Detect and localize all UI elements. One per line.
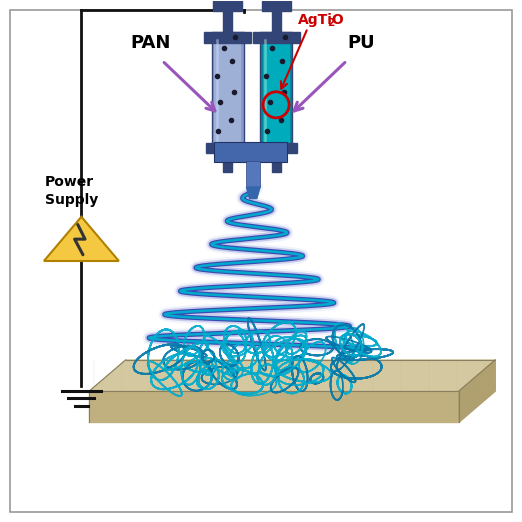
Bar bbox=[223, 151, 232, 172]
Text: AgTiO: AgTiO bbox=[298, 13, 344, 27]
Bar bbox=[271, 11, 281, 32]
Polygon shape bbox=[246, 187, 260, 198]
Bar bbox=[255, 144, 298, 153]
Bar bbox=[211, 32, 244, 147]
Bar bbox=[214, 34, 241, 144]
Polygon shape bbox=[89, 391, 459, 422]
Bar bbox=[206, 144, 249, 153]
Bar bbox=[213, 1, 242, 11]
Bar bbox=[263, 34, 290, 144]
Text: PU: PU bbox=[347, 33, 374, 52]
Polygon shape bbox=[89, 360, 495, 391]
Text: 2: 2 bbox=[327, 18, 335, 28]
Text: PAN: PAN bbox=[131, 33, 171, 52]
Bar bbox=[214, 143, 287, 162]
Bar bbox=[204, 32, 251, 43]
Bar bbox=[223, 11, 232, 32]
Bar bbox=[271, 151, 281, 172]
Polygon shape bbox=[44, 217, 119, 261]
Bar bbox=[260, 32, 292, 147]
Bar bbox=[253, 32, 300, 43]
Text: Power
Supply: Power Supply bbox=[45, 175, 98, 208]
Polygon shape bbox=[459, 360, 495, 422]
Bar bbox=[246, 161, 260, 187]
Bar bbox=[262, 1, 291, 11]
